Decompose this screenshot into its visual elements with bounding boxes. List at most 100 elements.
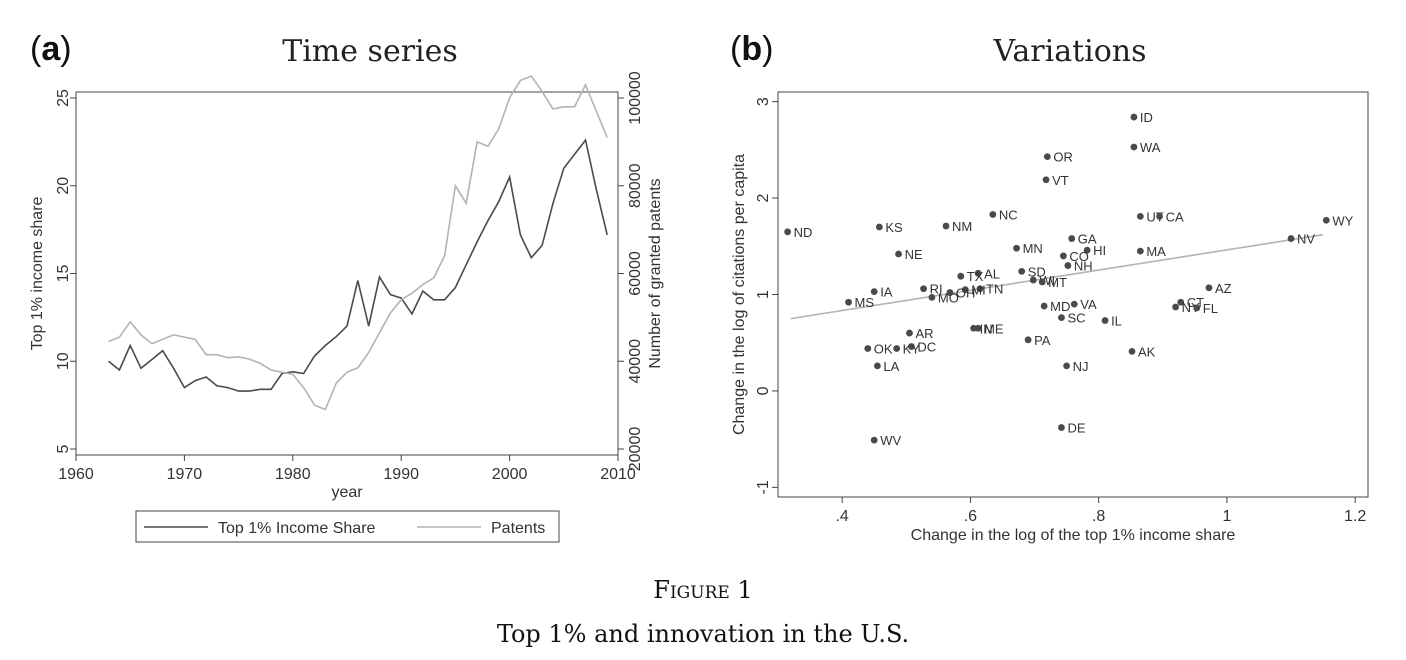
scatter-point — [907, 343, 915, 350]
scatter-point — [1136, 247, 1144, 255]
scatter-point — [1040, 302, 1048, 310]
y-right-tick-label: 100000 — [627, 71, 644, 124]
point-label: VA — [1080, 297, 1097, 312]
scatter-point — [1287, 235, 1295, 242]
y-right-tick-label: 40000 — [627, 339, 644, 384]
point-label: TX — [967, 269, 984, 284]
x-tick-label: 2010 — [600, 466, 636, 483]
x-tick-label: 2000 — [492, 466, 528, 483]
scatter-point — [874, 362, 881, 370]
scatter-point — [1064, 262, 1072, 269]
scatter-point — [974, 324, 982, 332]
y-tick-label: 2 — [755, 194, 772, 203]
x-axis-label: year — [331, 484, 363, 501]
point-label: MO — [938, 290, 959, 305]
point-label: SD — [1028, 264, 1046, 279]
point-label: MS — [855, 295, 875, 310]
series-line-income-share — [108, 138, 608, 392]
scatter-point — [946, 289, 954, 296]
panel-b-letter: (b) — [730, 30, 774, 68]
point-label: DE — [1067, 421, 1085, 436]
scatter-point — [893, 345, 901, 352]
point-label: GA — [1078, 232, 1097, 247]
figure-number: Figure 1 — [653, 576, 753, 604]
scatter-point — [942, 222, 950, 230]
point-label: HI — [1093, 243, 1106, 258]
point-label: WY — [1332, 213, 1353, 228]
point-label: DC — [917, 340, 936, 355]
scatter-point — [989, 211, 997, 218]
scatter-point — [875, 223, 883, 231]
point-label: LA — [883, 359, 899, 374]
legend-label-income-share: Top 1% Income Share — [218, 520, 376, 537]
panel-a-letter: (a) — [30, 30, 72, 68]
scatter-point — [1070, 300, 1078, 308]
scatter-point — [1058, 314, 1065, 322]
scatter-point — [870, 436, 878, 444]
point-label: RI — [930, 282, 943, 297]
x-axis-label: Change in the log of the top 1% income s… — [911, 527, 1236, 544]
y-right-axis-label: Number of granted patents — [647, 178, 664, 368]
y-tick-label: 1 — [755, 290, 772, 299]
point-label: OR — [1053, 150, 1073, 165]
point-label: NY — [1182, 300, 1200, 315]
point-label: NJ — [1073, 359, 1089, 374]
time-series-chart: 1960 1970 1980 1990 2000 2010 5 10 15 20 25 20000 40… — [29, 71, 664, 543]
point-label: MD — [1050, 299, 1070, 314]
point-label: AR — [915, 326, 933, 341]
scatter-point — [1063, 362, 1070, 370]
scatter-point — [1172, 303, 1180, 311]
point-label: WV — [880, 433, 901, 448]
scatter-point — [1205, 284, 1213, 292]
legend-label-patents: Patents — [491, 520, 545, 537]
scatter-point — [1177, 298, 1185, 306]
y-tick-label: 25 — [55, 89, 72, 107]
scatter-point — [845, 298, 852, 306]
scatter-point — [1029, 276, 1037, 284]
panel-a-title: Time series — [282, 34, 458, 69]
figure-caption: Top 1% and innovation in the U.S. — [496, 620, 910, 648]
y-right-tick-label: 60000 — [627, 251, 644, 296]
y-tick-label: -1 — [755, 480, 772, 494]
x-tick-label: 1990 — [383, 466, 419, 483]
point-label: MI — [971, 283, 985, 298]
x-tick-label: .6 — [964, 508, 977, 525]
point-label: MN — [1023, 241, 1043, 256]
scatter-point — [864, 345, 872, 352]
scatter-point — [1068, 235, 1076, 242]
fit-line — [790, 233, 1324, 320]
point-label: OK — [874, 342, 893, 357]
point-label: VT — [1052, 173, 1069, 188]
point-label: ND — [794, 225, 813, 240]
y-tick-label: 10 — [55, 352, 72, 370]
point-label: CA — [1166, 209, 1184, 224]
x-tick-label: 1960 — [58, 466, 94, 483]
scatter-point — [1042, 176, 1050, 184]
scatter-point — [961, 286, 969, 294]
scatter-point — [1083, 246, 1091, 254]
x-tick-label: 1970 — [167, 466, 203, 483]
point-label: NE — [905, 247, 923, 262]
scatter-point — [1156, 212, 1163, 220]
scatter-point — [1018, 267, 1026, 275]
point-label: NV — [1297, 232, 1315, 247]
scatter-point — [1058, 424, 1065, 431]
scatter-point — [928, 293, 936, 301]
scatter-point — [895, 250, 902, 258]
x-tick-label: 1980 — [275, 466, 311, 483]
y-tick-label: 3 — [755, 97, 772, 106]
point-label: ME — [984, 321, 1004, 336]
point-label: WA — [1140, 140, 1161, 155]
scatter-point — [920, 285, 927, 293]
point-label: NC — [999, 207, 1018, 222]
point-label: CO — [1069, 249, 1089, 264]
scatter-point — [1059, 252, 1067, 260]
point-label: MT — [1048, 275, 1067, 290]
point-label: NM — [952, 219, 972, 234]
scatter-point — [976, 285, 984, 293]
point-label: AZ — [1215, 281, 1232, 296]
point-label: OH — [956, 286, 976, 301]
scatter-point — [957, 272, 965, 280]
point-label: TN — [986, 282, 1003, 297]
y-right-tick-label: 80000 — [627, 163, 644, 208]
